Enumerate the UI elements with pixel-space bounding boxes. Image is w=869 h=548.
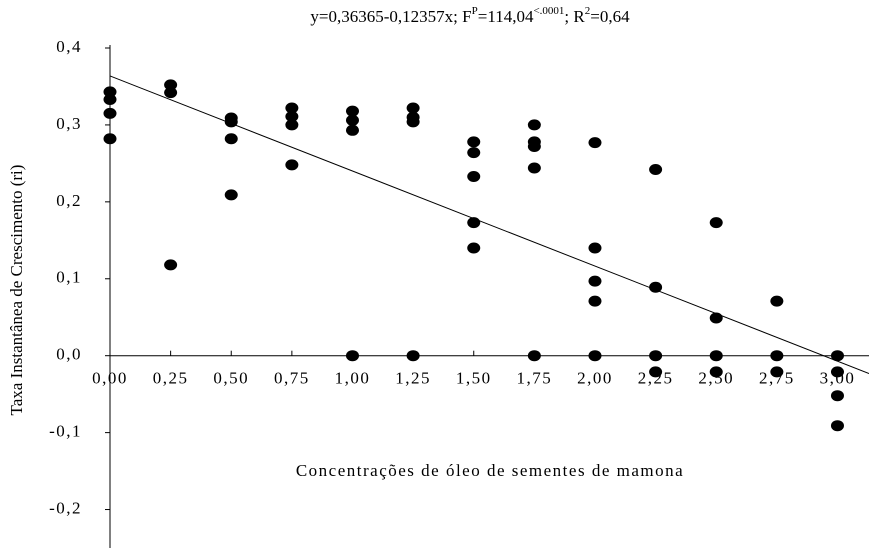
point [770,366,784,378]
title-superscript: P [472,5,478,17]
point [164,87,178,99]
point [830,366,844,378]
x-tick-label: 2,50 [698,369,734,388]
title-part: =114,04 [478,7,534,26]
x-tick-label: 1,50 [456,369,492,388]
point [345,350,359,362]
point [588,242,602,254]
title-part: =0,64 [590,7,630,26]
point [527,162,541,174]
point [527,350,541,362]
point [103,94,117,106]
point [770,350,784,362]
title-part: ; R [564,7,585,26]
title-part: y=0,36365-0,12357x; F [310,7,471,26]
point [224,189,238,201]
point [406,102,420,114]
y-tick-label: -0,1 [49,422,82,441]
point [709,217,723,229]
y-tick-label: 0,2 [56,191,82,210]
point [285,110,299,122]
point [406,350,420,362]
point [467,147,481,159]
point [345,105,359,117]
point [467,217,481,229]
point [406,116,420,128]
point [649,366,663,378]
point [709,350,723,362]
x-tick-label: 0,00 [92,369,128,388]
point [345,114,359,126]
x-tick-label: 3,00 [820,369,856,388]
point [164,79,178,91]
point [830,390,844,402]
point [467,136,481,148]
chart-title: y=0,36365-0,12357x; FP=114,04<.0001; R2=… [310,5,630,26]
point [103,107,117,119]
point [467,242,481,254]
point [588,137,602,149]
y-tick-label: 0,1 [56,268,82,287]
y-tick-label: 0,3 [56,114,82,133]
point [770,295,784,307]
regression-line [109,75,869,374]
point [224,116,238,128]
title-superscript: <.0001 [533,5,564,17]
point [649,164,663,176]
x-tick-label: 0,25 [153,369,189,388]
x-axis-label: Concentrações de óleo de sementes de mam… [296,461,684,480]
x-tick-label: 0,75 [274,369,310,388]
y-tick-label: -0,2 [49,498,82,517]
x-tick-label: 1,75 [516,369,552,388]
title-superscript: 2 [585,5,591,17]
point [649,350,663,362]
y-tick-label: 0,4 [56,37,82,56]
point [649,281,663,293]
point [527,119,541,131]
point [285,119,299,131]
point [709,366,723,378]
point [588,295,602,307]
point [588,275,602,287]
y-tick-label: 0,0 [56,345,82,364]
point [527,140,541,152]
point [224,133,238,145]
point [164,259,178,271]
point [830,350,844,362]
point [830,420,844,432]
point [103,86,117,98]
x-tick-label: 1,25 [395,369,431,388]
x-tick-label: 2,75 [759,369,795,388]
x-tick-label: 0,50 [213,369,249,388]
point [103,133,117,145]
x-tick-label: 2,25 [638,369,674,388]
point [588,350,602,362]
point [345,124,359,136]
point [285,159,299,171]
point [467,170,481,182]
point [285,102,299,114]
x-tick-label: 1,00 [335,369,371,388]
point [709,312,723,324]
x-tick-label: 2,00 [577,369,613,388]
y-axis-label: Taxa Instantânea de Crescimento (ri) [7,165,26,416]
